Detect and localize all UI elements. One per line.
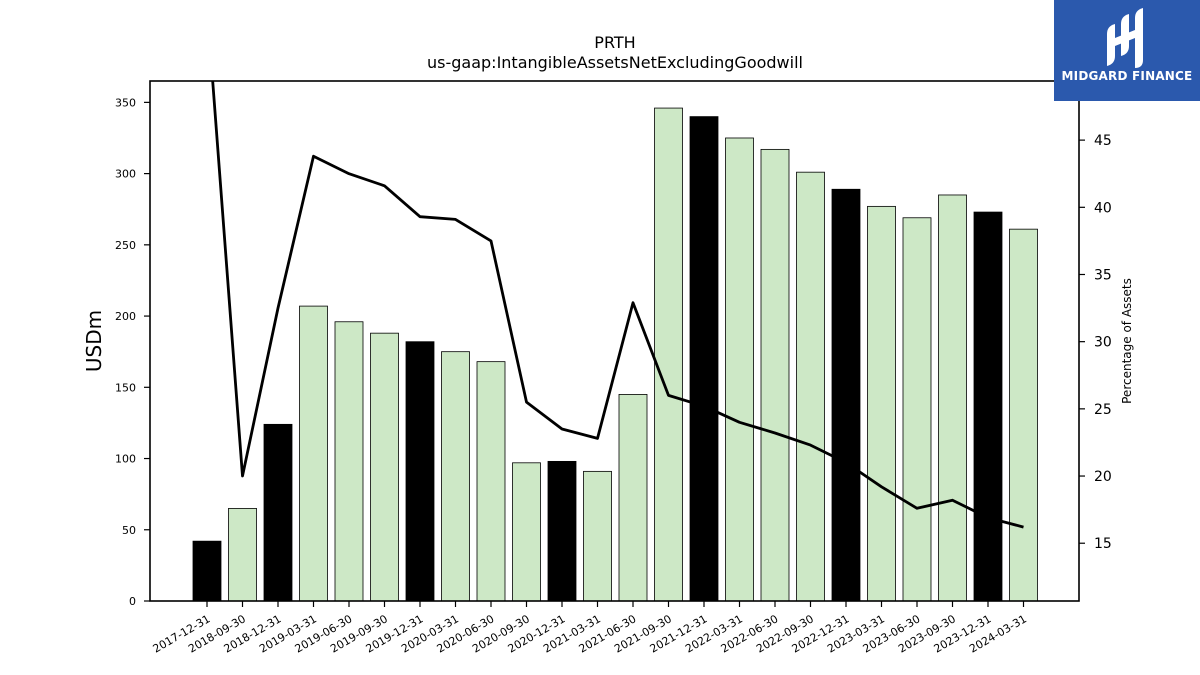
line-series (211, 81, 1024, 529)
bar-2021-06-30 (618, 394, 648, 602)
bar-2022-03-31 (725, 137, 754, 602)
y-axis-label: USDm (82, 310, 106, 372)
bar-2023-03-31 (867, 205, 896, 602)
logo-text: MIDGARD FINANCE (1061, 69, 1193, 83)
chart-subtitle: us-gaap:IntangibleAssetsNetExcludingGood… (427, 53, 803, 72)
y2-tick-label: 25 (1094, 402, 1112, 418)
bar-2021-03-31 (583, 470, 612, 602)
plot-frame (149, 80, 1080, 602)
bar-2022-06-30 (760, 148, 790, 602)
bar-2021-09-30 (654, 107, 683, 602)
y-tick-label: 300 (115, 168, 136, 181)
percentage-line (211, 81, 1024, 529)
y-tick-label: 150 (115, 381, 136, 394)
chart-title: PRTH (594, 33, 635, 52)
y2-tick-label: 40 (1094, 200, 1112, 216)
logo-banner: MIDGARD FINANCE (1054, 0, 1200, 101)
bar-2022-12-31 (831, 188, 861, 602)
bar-2019-03-31 (299, 305, 328, 602)
y2-tick-label: 35 (1094, 267, 1112, 283)
bar-2020-12-31 (547, 460, 577, 602)
bar-2023-09-30 (938, 194, 967, 602)
bar-2020-09-30 (512, 462, 541, 602)
y2-tick-label: 30 (1094, 335, 1112, 351)
bar-2023-06-30 (902, 217, 932, 602)
bar-series (192, 107, 1038, 602)
left-axis-ticks: 0 50 100 150 200 250 300 350 (115, 96, 150, 608)
x-axis-ticks: 2017-12-312018-09-302018-12-312019-03-31… (151, 601, 1029, 656)
midgard-finance-logo-icon (1107, 8, 1143, 68)
bar-2018-09-30 (228, 507, 257, 602)
y-tick-label: 0 (129, 595, 136, 608)
bar-2019-09-30 (370, 332, 399, 602)
bar-2018-12-31 (263, 423, 293, 602)
y2-axis-label: Percentage of Assets (1120, 278, 1134, 404)
bar-2020-06-30 (476, 361, 506, 602)
y-tick-label: 350 (115, 96, 136, 109)
bar-2023-12-31 (973, 211, 1003, 602)
bar-2022-09-30 (796, 171, 825, 602)
bar-2017-12-31 (192, 540, 222, 602)
bar-2024-03-31 (1009, 228, 1038, 602)
bar-2020-03-31 (441, 351, 470, 602)
bar-2021-12-31 (689, 116, 719, 602)
y2-tick-label: 20 (1094, 469, 1112, 485)
bar-2019-12-31 (405, 341, 435, 602)
y-tick-label: 250 (115, 239, 136, 252)
y-tick-label: 50 (122, 524, 136, 537)
y-tick-label: 100 (115, 453, 136, 466)
y2-tick-label: 15 (1094, 536, 1112, 552)
right-axis-ticks: 15 20 25 30 35 40 45 (1079, 133, 1112, 552)
y2-tick-label: 45 (1094, 133, 1112, 149)
y-tick-label: 200 (115, 310, 136, 323)
bar-2019-06-30 (334, 321, 364, 602)
